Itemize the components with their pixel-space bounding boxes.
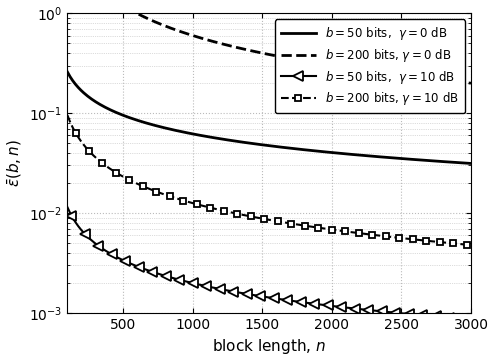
$b = 50$ bits,  $\gamma = 10$ dB xyxy=(303,300,309,305)
$b = 200$ bits, $\gamma = 0$ dB xyxy=(311,60,317,65)
$b = 200$ bits, $\gamma = 10$ dB xyxy=(311,225,317,229)
$b = 50$ bits,  $\gamma = 10$ dB xyxy=(66,208,72,212)
$b = 50$ bits,  $\gamma = 10$ dB xyxy=(468,317,474,321)
$b = 50$ bits,  $\gamma = 0$ dB xyxy=(303,148,309,152)
$b = 50$ bits,  $\gamma = 10$ dB xyxy=(405,312,411,316)
Line: $b = 50$ bits,  $\gamma = 0$ dB: $b = 50$ bits, $\gamma = 0$ dB xyxy=(67,72,471,164)
$b = 200$ bits, $\gamma = 10$ dB xyxy=(305,224,311,228)
$b = 50$ bits,  $\gamma = 10$ dB xyxy=(64,205,70,209)
$b = 200$ bits, $\gamma = 10$ dB xyxy=(405,237,411,241)
$b = 50$ bits,  $\gamma = 10$ dB xyxy=(430,314,436,318)
$b = 50$ bits,  $\gamma = 0$ dB xyxy=(405,157,411,161)
$b = 200$ bits, $\gamma = 10$ dB xyxy=(66,117,72,121)
$b = 200$ bits, $\gamma = 0$ dB xyxy=(303,59,309,64)
$b = 200$ bits, $\gamma = 10$ dB xyxy=(468,243,474,247)
$b = 200$ bits, $\gamma = 10$ dB xyxy=(430,239,436,244)
$b = 200$ bits, $\gamma = 10$ dB xyxy=(64,113,70,117)
X-axis label: block length, $n$: block length, $n$ xyxy=(212,337,327,357)
$b = 50$ bits,  $\gamma = 0$ dB xyxy=(468,161,474,166)
Y-axis label: $\bar{\varepsilon}(b, n)$: $\bar{\varepsilon}(b, n)$ xyxy=(5,139,24,187)
$b = 200$ bits, $\gamma = 10$ dB xyxy=(303,224,309,228)
$b = 200$ bits, $\gamma = 0$ dB xyxy=(305,59,311,64)
$b = 200$ bits, $\gamma = 0$ dB xyxy=(405,74,411,78)
Line: $b = 50$ bits,  $\gamma = 10$ dB: $b = 50$ bits, $\gamma = 10$ dB xyxy=(63,202,476,324)
$b = 50$ bits,  $\gamma = 0$ dB xyxy=(66,72,72,77)
$b = 200$ bits, $\gamma = 0$ dB xyxy=(468,81,474,85)
$b = 50$ bits,  $\gamma = 0$ dB xyxy=(305,148,311,152)
Legend: $b = 50$ bits,  $\gamma = 0$ dB, $b = 200$ bits, $\gamma = 0$ dB, $b = 50$ bits,: $b = 50$ bits, $\gamma = 0$ dB, $b = 200… xyxy=(275,19,465,113)
$b = 200$ bits, $\gamma = 0$ dB xyxy=(430,77,436,81)
$b = 50$ bits,  $\gamma = 0$ dB xyxy=(64,70,70,74)
Line: $b = 200$ bits, $\gamma = 10$ dB: $b = 200$ bits, $\gamma = 10$ dB xyxy=(64,112,474,249)
$b = 50$ bits,  $\gamma = 10$ dB xyxy=(305,301,311,305)
$b = 50$ bits,  $\gamma = 0$ dB xyxy=(311,149,317,153)
Line: $b = 200$ bits, $\gamma = 0$ dB: $b = 200$ bits, $\gamma = 0$ dB xyxy=(67,0,471,83)
$b = 50$ bits,  $\gamma = 10$ dB xyxy=(311,302,317,306)
$b = 50$ bits,  $\gamma = 0$ dB xyxy=(430,159,436,163)
